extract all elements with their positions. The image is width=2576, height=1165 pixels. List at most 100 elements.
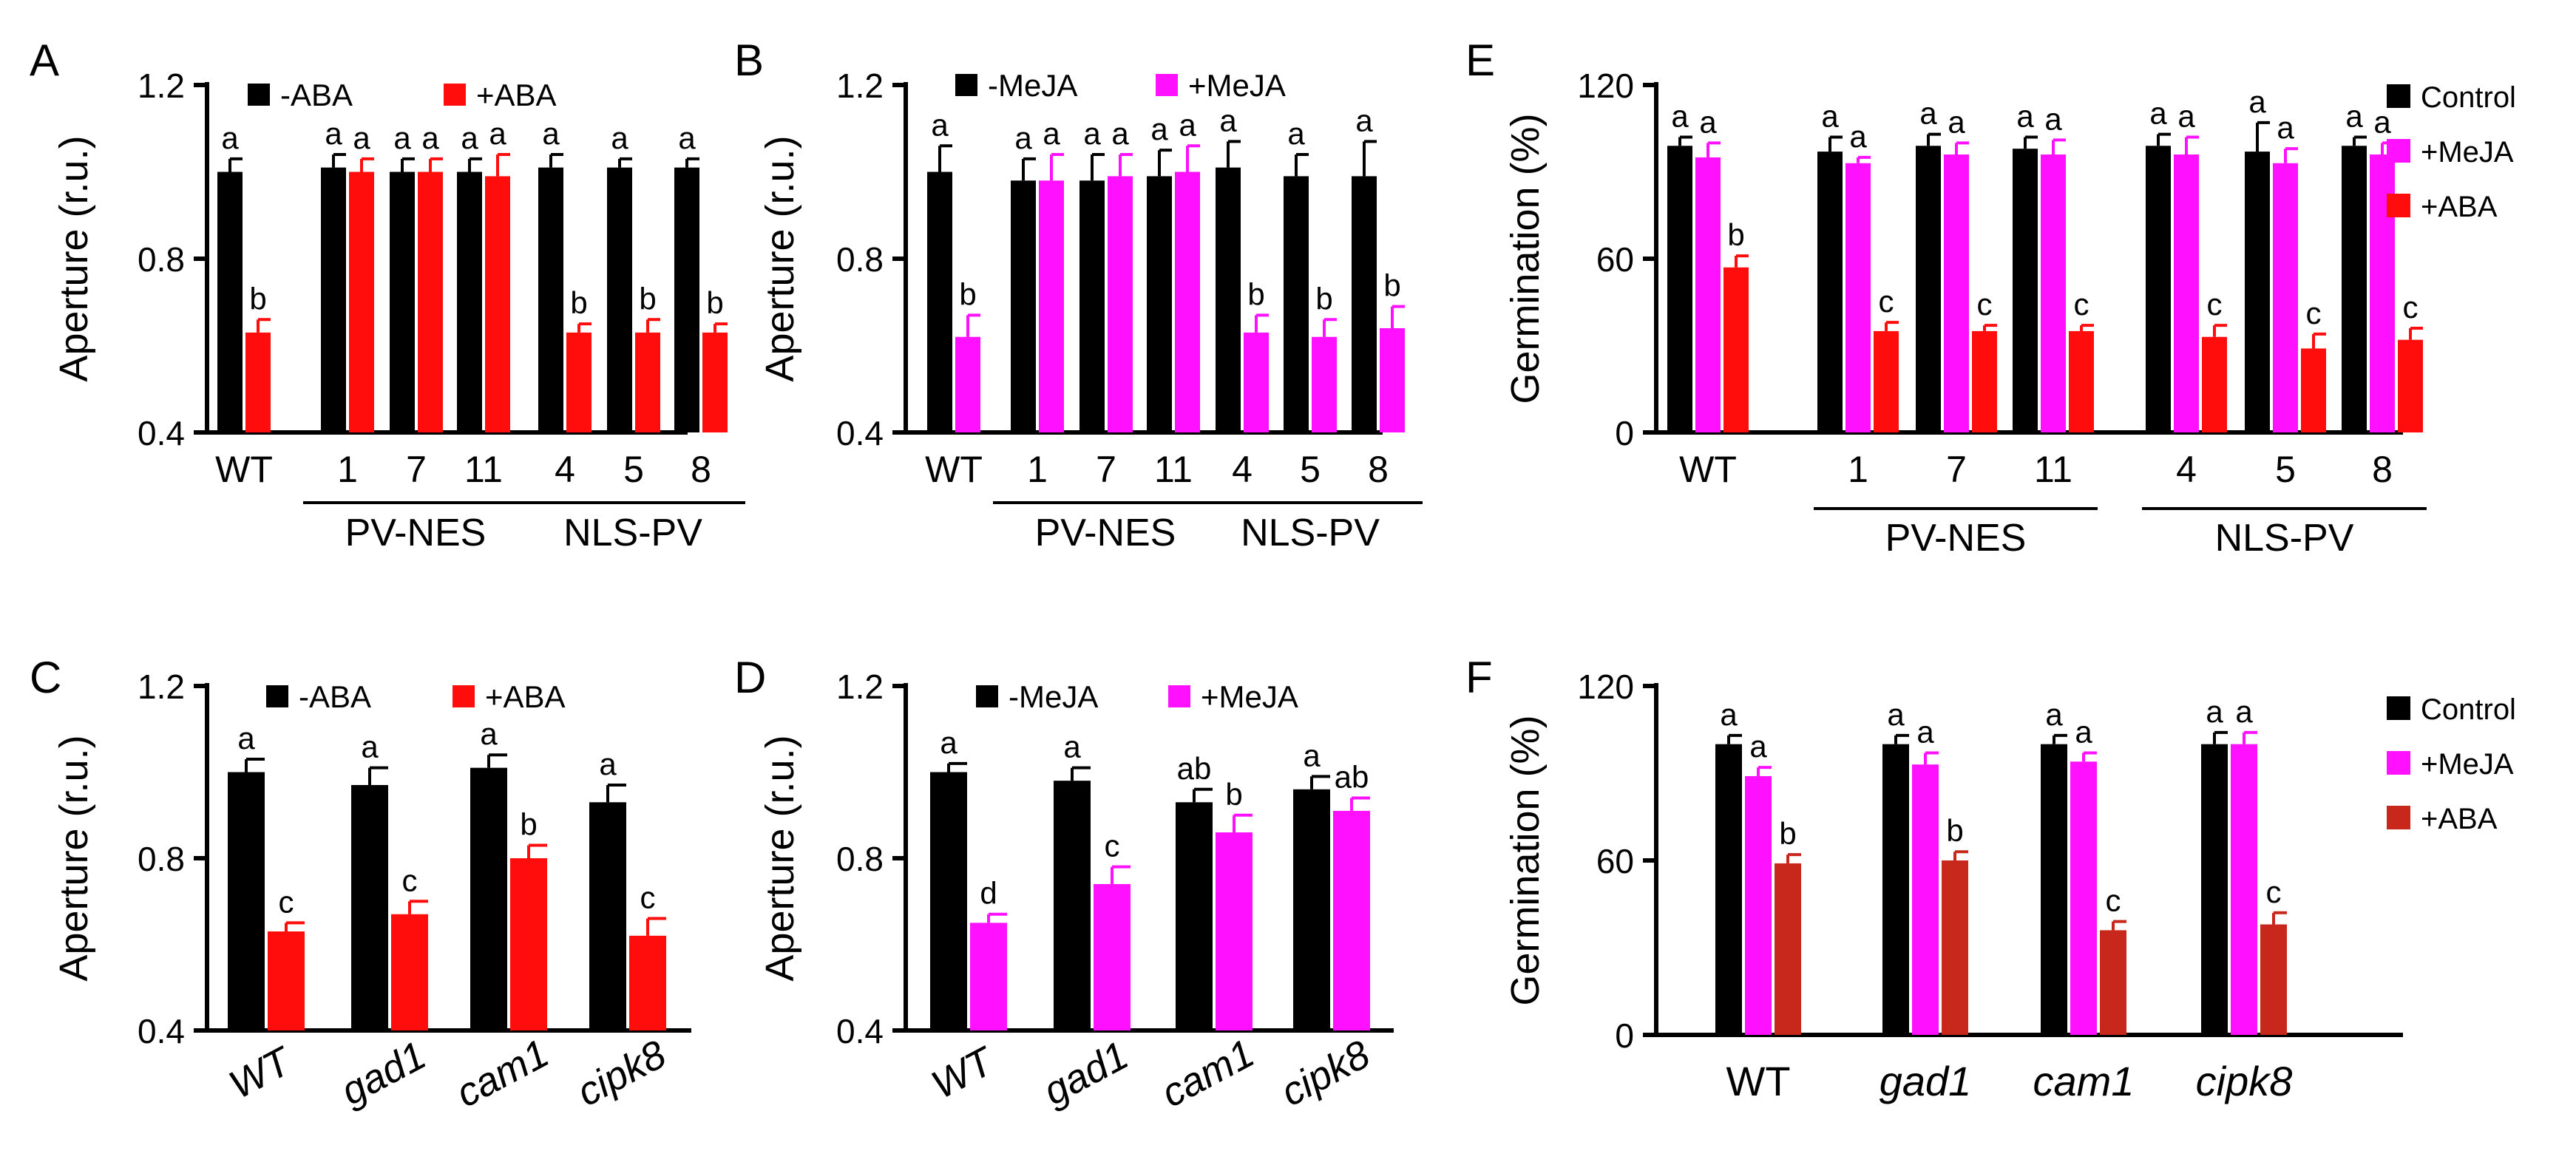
- x-tick-label: 7: [1946, 449, 1967, 490]
- significance-letter: a: [2248, 84, 2266, 119]
- bar-plusminus-meja: [1216, 832, 1253, 1030]
- significance-letter: a: [1179, 107, 1196, 142]
- bar-plusminus-meja: [1039, 180, 1064, 432]
- significance-letter: a: [1849, 119, 1867, 154]
- significance-letter: b: [1225, 777, 1242, 812]
- legend-swatch: [2387, 84, 2410, 108]
- x-tick-label: 5: [1300, 449, 1321, 490]
- significance-letter: b: [520, 807, 537, 842]
- x-tick-label: 8: [1368, 449, 1389, 490]
- significance-letter: a: [1948, 104, 1965, 139]
- bar-plusminus-meja: [1312, 336, 1337, 432]
- y-axis-label: Aperture (r.u.): [52, 135, 96, 381]
- bar-control: [2146, 146, 2171, 432]
- bar-minus-meja: [1054, 781, 1091, 1030]
- legend-label: -ABA: [280, 78, 353, 112]
- x-tick-label: WT: [925, 449, 983, 490]
- significance-letter: a: [237, 721, 255, 755]
- significance-letter: b: [1946, 813, 1963, 848]
- significance-letter: d: [980, 876, 997, 911]
- significance-letter: b: [1315, 281, 1332, 316]
- bar-minus-meja: [1293, 789, 1330, 1030]
- significance-letter: a: [1287, 116, 1305, 151]
- significance-letter: c: [402, 863, 418, 897]
- y-axis-label: Germination (%): [1503, 715, 1548, 1005]
- legend-swatch: [444, 84, 466, 106]
- significance-letter: a: [2044, 101, 2062, 136]
- bar-plusminus-aba: [418, 171, 443, 432]
- bar-plusminus-meja: [1333, 810, 1370, 1030]
- bar-plusminus-aba: [391, 914, 428, 1030]
- significance-letter: b: [706, 285, 723, 320]
- bar-plusminus-aba: [629, 935, 666, 1030]
- y-tick-label: 0.8: [138, 240, 185, 279]
- bar-minus-meja: [1216, 167, 1241, 432]
- panel-letter: E: [1465, 35, 1495, 85]
- significance-letter: b: [249, 281, 266, 316]
- bar-control: [2013, 149, 2038, 432]
- significance-letter: a: [1150, 112, 1168, 146]
- legend-swatch: [2387, 806, 2410, 829]
- x-tick-label: WT: [1726, 1058, 1790, 1104]
- significance-letter: c: [2306, 296, 2322, 330]
- legend-swatch: [955, 74, 977, 96]
- legend-swatch: [248, 84, 270, 106]
- legend-label: +MeJA: [2421, 136, 2514, 169]
- legend-label: -MeJA: [1009, 679, 1098, 714]
- significance-letter: c: [1977, 287, 1993, 322]
- y-tick-label: 1.2: [836, 67, 884, 105]
- bar-plusminus-aba: [702, 332, 728, 432]
- significance-letter: a: [1720, 697, 1738, 732]
- significance-letter: b: [1727, 217, 1744, 252]
- significance-letter: c: [2207, 287, 2223, 322]
- x-tick-label: 5: [623, 449, 644, 490]
- bar-minus-aba: [607, 167, 632, 432]
- significance-letter: a: [611, 120, 628, 155]
- significance-letter: ab: [1335, 759, 1369, 794]
- bar-plusminus-meja: [2070, 761, 2097, 1035]
- group-label: NLS-PV: [2215, 517, 2354, 560]
- bar-minus-meja: [1284, 176, 1309, 432]
- bar-plusminus-aba: [2260, 924, 2287, 1035]
- x-tick-label: cam1: [1154, 1031, 1261, 1116]
- bar-plusminus-meja: [955, 336, 980, 432]
- legend-label: +MeJA: [2421, 748, 2514, 781]
- y-tick-label: 0.8: [836, 840, 884, 878]
- panel-letter: A: [30, 35, 59, 85]
- significance-letter: c: [2106, 883, 2121, 918]
- significance-letter: a: [2016, 99, 2034, 134]
- bar-plusminus-meja: [2273, 163, 2298, 432]
- legend-swatch: [2387, 751, 2410, 775]
- y-tick-label: 0.4: [138, 1012, 185, 1050]
- bar-control: [1715, 744, 1742, 1035]
- significance-letter: a: [480, 716, 498, 751]
- bar-minus-aba: [674, 167, 699, 432]
- significance-letter: a: [489, 116, 506, 151]
- significance-letter: a: [1219, 103, 1237, 137]
- significance-letter: c: [2074, 287, 2089, 322]
- significance-letter: a: [599, 747, 617, 781]
- x-tick-label: gad1: [333, 1033, 433, 1113]
- x-tick-label: WT: [222, 1038, 300, 1107]
- bar-minus-aba: [457, 171, 482, 432]
- bar-minus-meja: [1176, 802, 1213, 1030]
- y-tick-label: 1.2: [138, 668, 185, 706]
- significance-letter: a: [2235, 694, 2253, 729]
- bar-control: [2342, 146, 2367, 432]
- bar-minus-aba: [321, 167, 346, 432]
- y-tick-label: 1.2: [138, 67, 185, 105]
- x-tick-label: 7: [1096, 449, 1116, 490]
- significance-letter: c: [2266, 874, 2282, 909]
- significance-letter: a: [1821, 99, 1839, 134]
- significance-letter: a: [1919, 96, 1937, 131]
- significance-letter: a: [931, 107, 949, 142]
- x-tick-label: 11: [464, 449, 503, 490]
- x-tick-label: 4: [555, 449, 575, 490]
- legend-label: +MeJA: [1188, 68, 1286, 103]
- bar-minus-aba: [470, 767, 507, 1030]
